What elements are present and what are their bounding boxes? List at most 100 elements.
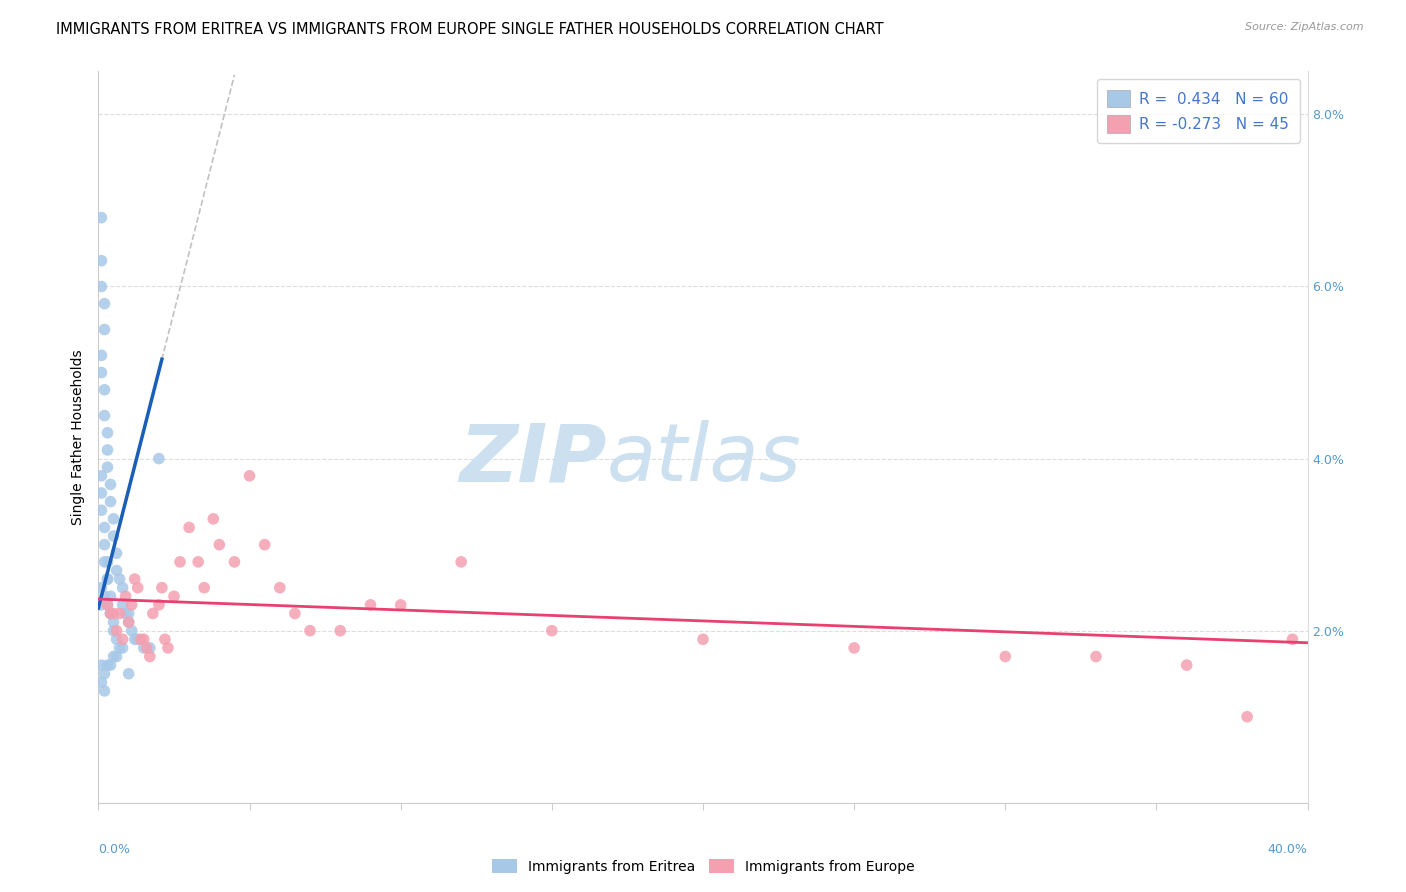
- Point: [96, 555, 118, 569]
- Point: [105, 632, 128, 647]
- Point: [90, 253, 112, 268]
- Point: [105, 564, 128, 578]
- Point: [93, 296, 115, 310]
- Point: [540, 624, 562, 638]
- Point: [118, 615, 141, 629]
- Point: [389, 598, 412, 612]
- Point: [100, 494, 122, 508]
- Point: [103, 615, 125, 629]
- Point: [105, 624, 128, 638]
- Point: [148, 451, 170, 466]
- Point: [118, 615, 141, 629]
- Point: [96, 572, 118, 586]
- Point: [127, 581, 149, 595]
- Point: [269, 581, 291, 595]
- Point: [105, 649, 128, 664]
- Legend: Immigrants from Eritrea, Immigrants from Europe: Immigrants from Eritrea, Immigrants from…: [485, 852, 921, 880]
- Point: [114, 589, 136, 603]
- Point: [994, 649, 1017, 664]
- Point: [208, 538, 231, 552]
- Point: [93, 538, 115, 552]
- Point: [93, 520, 115, 534]
- Point: [105, 546, 128, 560]
- Point: [90, 486, 112, 500]
- Point: [253, 538, 276, 552]
- Point: [93, 684, 115, 698]
- Point: [90, 279, 112, 293]
- Point: [103, 529, 125, 543]
- Point: [135, 640, 157, 655]
- Point: [121, 624, 143, 638]
- Point: [96, 658, 118, 673]
- Point: [100, 607, 122, 621]
- Point: [187, 555, 209, 569]
- Point: [90, 598, 112, 612]
- Point: [129, 632, 152, 647]
- Point: [93, 666, 115, 681]
- Point: [93, 322, 115, 336]
- Point: [150, 581, 173, 595]
- Point: [360, 598, 382, 612]
- Point: [108, 640, 131, 655]
- Point: [111, 581, 134, 595]
- Point: [142, 607, 165, 621]
- Point: [90, 658, 112, 673]
- Point: [202, 512, 225, 526]
- Point: [1085, 649, 1108, 664]
- Point: [100, 607, 122, 621]
- Text: Source: ZipAtlas.com: Source: ZipAtlas.com: [1246, 22, 1364, 32]
- Point: [124, 632, 146, 647]
- Point: [239, 468, 262, 483]
- Point: [148, 598, 170, 612]
- Point: [108, 607, 131, 621]
- Point: [96, 460, 118, 475]
- Point: [284, 607, 307, 621]
- Point: [299, 624, 322, 638]
- Point: [844, 640, 866, 655]
- Point: [90, 503, 112, 517]
- Point: [100, 658, 122, 673]
- Point: [96, 572, 118, 586]
- Point: [103, 607, 125, 621]
- Point: [124, 572, 146, 586]
- Point: [93, 409, 115, 423]
- Point: [1281, 632, 1303, 647]
- Point: [127, 632, 149, 647]
- Point: [692, 632, 714, 647]
- Point: [96, 598, 118, 612]
- Point: [1236, 710, 1258, 724]
- Point: [90, 211, 112, 225]
- Point: [96, 425, 118, 440]
- Point: [193, 581, 215, 595]
- Point: [90, 366, 112, 380]
- Point: [103, 624, 125, 638]
- Point: [100, 589, 122, 603]
- Point: [224, 555, 246, 569]
- Point: [96, 598, 118, 612]
- Point: [163, 589, 186, 603]
- Point: [90, 675, 112, 690]
- Point: [108, 572, 131, 586]
- Point: [139, 640, 162, 655]
- Point: [111, 632, 134, 647]
- Point: [90, 581, 112, 595]
- Text: IMMIGRANTS FROM ERITREA VS IMMIGRANTS FROM EUROPE SINGLE FATHER HOUSEHOLDS CORRE: IMMIGRANTS FROM ERITREA VS IMMIGRANTS FR…: [56, 22, 884, 37]
- Point: [90, 468, 112, 483]
- Point: [93, 555, 115, 569]
- Point: [114, 607, 136, 621]
- Point: [329, 624, 352, 638]
- Point: [179, 520, 201, 534]
- Point: [156, 640, 179, 655]
- Point: [111, 640, 134, 655]
- Text: atlas: atlas: [606, 420, 801, 498]
- Point: [139, 649, 162, 664]
- Point: [103, 649, 125, 664]
- Point: [118, 666, 141, 681]
- Point: [118, 607, 141, 621]
- Point: [90, 348, 112, 362]
- Y-axis label: Single Father Households: Single Father Households: [72, 350, 86, 524]
- Text: 0.0%: 0.0%: [98, 843, 131, 856]
- Point: [132, 632, 155, 647]
- Point: [169, 555, 191, 569]
- Point: [96, 442, 118, 457]
